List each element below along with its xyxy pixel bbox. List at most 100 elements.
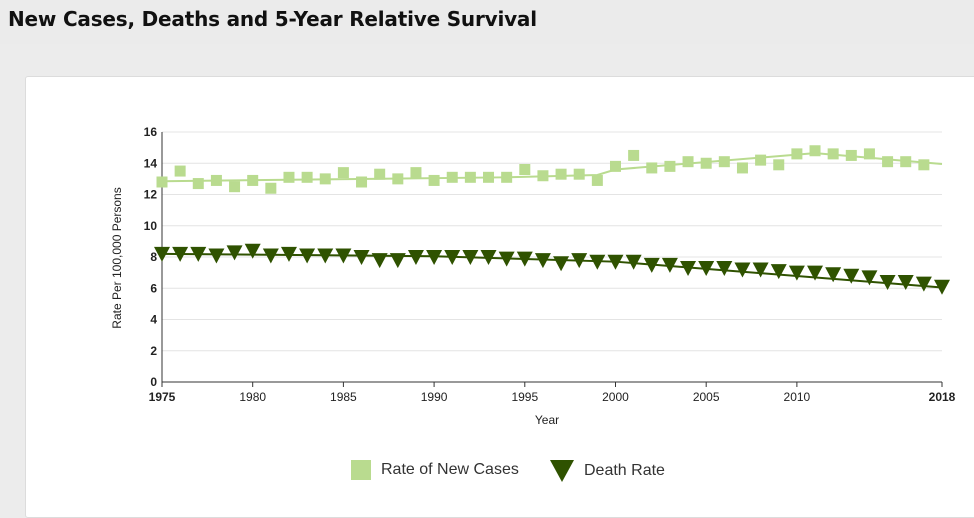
data-point (280, 246, 297, 262)
data-point (301, 171, 313, 183)
data-point (483, 171, 495, 183)
data-point (392, 173, 404, 185)
chart: 0 2 4 6 8 10 12 14 16 1975 1980 1985 1990 1995 2000 20… (110, 125, 956, 427)
x-tick-label: 1980 (239, 390, 266, 404)
data-point (736, 162, 748, 174)
data-point (589, 254, 606, 270)
data-point (825, 267, 842, 283)
y-tick-label: 0 (150, 375, 157, 389)
legend-item-new-cases[interactable]: Rate of New Cases (351, 460, 519, 480)
trend-line (161, 152, 943, 183)
data-point (537, 170, 549, 182)
data-point (244, 243, 261, 259)
data-point (827, 148, 839, 160)
data-point (573, 168, 585, 180)
data-point (371, 253, 388, 269)
data-point (446, 171, 458, 183)
data-point (555, 168, 567, 180)
data-point (319, 173, 331, 185)
data-point (464, 171, 476, 183)
series-new-cases (156, 145, 943, 194)
y-tick-label: 16 (144, 125, 158, 139)
legend-item-death-rate[interactable]: Death Rate (550, 460, 665, 482)
data-point (410, 167, 422, 179)
data-point (682, 156, 694, 168)
data-point (646, 162, 658, 174)
data-point (897, 275, 914, 290)
page-title: New Cases, Deaths and 5-Year Relative Su… (8, 7, 537, 31)
x-tick-label: 2005 (693, 390, 720, 404)
data-point (283, 171, 295, 183)
data-point (553, 256, 570, 272)
data-point (462, 250, 479, 265)
y-tick-label: 8 (150, 250, 157, 264)
data-point (265, 182, 277, 194)
data-point (934, 279, 950, 295)
data-point (718, 156, 730, 168)
data-point (337, 167, 349, 179)
data-point (154, 246, 170, 262)
data-point (389, 253, 406, 269)
data-point (480, 250, 497, 265)
series (154, 145, 950, 295)
data-point (664, 160, 676, 172)
data-point (609, 160, 621, 172)
data-point (791, 148, 803, 160)
data-point (353, 250, 370, 265)
data-point (607, 254, 624, 270)
data-point (625, 254, 642, 270)
data-point (356, 176, 368, 188)
data-point (698, 260, 715, 276)
data-point (190, 246, 207, 262)
data-point (773, 159, 785, 171)
data-point (845, 149, 857, 161)
data-point (501, 171, 513, 183)
data-point (734, 262, 751, 278)
data-point (534, 253, 551, 269)
trend-line (161, 252, 943, 289)
data-point (788, 265, 805, 281)
data-point (335, 248, 352, 264)
y-ticks: 0 2 4 6 8 10 12 14 16 (144, 125, 158, 389)
data-point (680, 260, 697, 276)
data-point (770, 264, 787, 280)
data-point (843, 268, 860, 284)
grid (162, 131, 942, 352)
x-tick-label: 1975 (149, 390, 176, 404)
data-point (863, 148, 875, 160)
x-tick-label: 2010 (784, 390, 811, 404)
data-point (879, 275, 896, 290)
data-point (299, 248, 316, 264)
legend: Rate of New Cases Death Rate (0, 460, 974, 486)
x-tick-label: 2018 (929, 390, 956, 404)
data-point (807, 265, 824, 281)
data-point (571, 253, 588, 269)
data-point (156, 176, 168, 188)
data-point (426, 250, 443, 265)
data-point (900, 156, 912, 168)
legend-triangle-icon (550, 460, 574, 482)
data-point (229, 181, 241, 193)
data-point (226, 245, 243, 261)
data-point (407, 250, 424, 265)
x-ticks: 1975 1980 1985 1990 1995 2000 2005 2010 2018 (149, 382, 956, 404)
data-point (247, 174, 259, 186)
data-point (208, 248, 225, 264)
legend-square-icon (351, 460, 371, 480)
y-tick-label: 14 (144, 156, 158, 170)
data-point (428, 174, 440, 186)
data-point (809, 145, 821, 157)
x-tick-label: 1990 (421, 390, 448, 404)
y-tick-label: 2 (150, 344, 157, 358)
data-point (519, 164, 531, 175)
x-tick-label: 1995 (511, 390, 538, 404)
data-point (752, 262, 769, 278)
legend-label-death-rate: Death Rate (584, 462, 665, 479)
y-tick-label: 10 (144, 219, 158, 233)
data-point (317, 248, 334, 264)
data-point (444, 250, 461, 265)
legend-label-new-cases: Rate of New Cases (381, 461, 519, 478)
y-tick-label: 4 (150, 313, 157, 327)
data-point (643, 257, 660, 273)
data-point (918, 159, 930, 171)
